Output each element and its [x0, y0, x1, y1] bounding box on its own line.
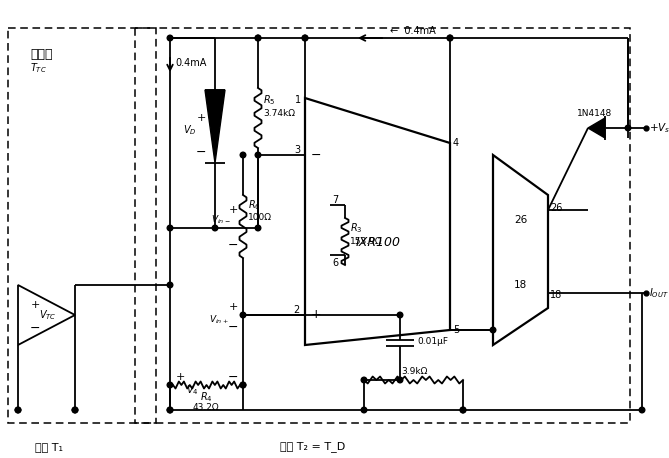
Text: ←  0.4mA: ← 0.4mA	[390, 26, 436, 36]
Text: $R_5$: $R_5$	[263, 93, 276, 107]
Text: 153.9Ω: 153.9Ω	[350, 238, 383, 246]
Text: 7: 7	[332, 195, 339, 205]
Circle shape	[255, 225, 261, 231]
Text: $T_{TC}$: $T_{TC}$	[30, 61, 47, 75]
Text: $V_{TC}$: $V_{TC}$	[39, 308, 57, 322]
Text: IXR100: IXR100	[355, 236, 401, 250]
Circle shape	[167, 282, 173, 288]
Text: +: +	[30, 300, 39, 310]
Text: +: +	[175, 372, 185, 382]
Circle shape	[447, 35, 453, 41]
Circle shape	[397, 377, 403, 383]
Circle shape	[302, 35, 308, 41]
Text: −: −	[227, 371, 238, 383]
Text: 温度 T₁: 温度 T₁	[35, 442, 63, 452]
Circle shape	[167, 225, 173, 231]
Text: +: +	[229, 205, 238, 215]
Circle shape	[15, 407, 21, 413]
Text: $V_4$: $V_4$	[186, 383, 198, 397]
Polygon shape	[588, 118, 605, 138]
Circle shape	[255, 35, 261, 41]
Circle shape	[167, 382, 173, 388]
Text: 温度 T₂ = T_D: 温度 T₂ = T_D	[280, 442, 345, 453]
Text: −: −	[227, 239, 238, 251]
Text: 4: 4	[453, 138, 459, 148]
Circle shape	[460, 407, 466, 413]
Circle shape	[447, 35, 453, 41]
Text: 5: 5	[453, 325, 459, 335]
Text: 0.4mA: 0.4mA	[175, 58, 206, 68]
Text: 2: 2	[294, 305, 300, 315]
Text: −: −	[311, 148, 322, 162]
Text: 3.74kΩ: 3.74kΩ	[263, 109, 295, 118]
Circle shape	[240, 382, 246, 388]
Circle shape	[639, 407, 645, 413]
Text: 1N4148: 1N4148	[577, 109, 613, 119]
Text: +: +	[196, 113, 205, 123]
Text: $R_4$: $R_4$	[199, 390, 212, 404]
Text: +: +	[229, 302, 238, 312]
Text: 100Ω: 100Ω	[248, 213, 272, 223]
Circle shape	[397, 312, 403, 318]
Text: 0.01μF: 0.01μF	[417, 338, 448, 347]
Bar	[8, 28, 156, 423]
Bar	[135, 28, 630, 423]
Text: −: −	[196, 146, 206, 158]
Text: 26: 26	[550, 203, 563, 213]
Text: $R_6$: $R_6$	[248, 198, 261, 212]
Text: 43.2Ω: 43.2Ω	[193, 403, 219, 411]
Text: −: −	[227, 321, 238, 333]
Circle shape	[72, 407, 78, 413]
Circle shape	[626, 125, 631, 131]
Text: 1: 1	[295, 95, 301, 105]
Circle shape	[255, 152, 261, 158]
Circle shape	[361, 377, 367, 383]
Circle shape	[302, 35, 308, 41]
Text: 3.9kΩ: 3.9kΩ	[401, 366, 427, 376]
Text: 18: 18	[514, 280, 527, 290]
Circle shape	[240, 382, 246, 388]
Circle shape	[15, 407, 21, 413]
Text: 3: 3	[294, 145, 300, 155]
Circle shape	[212, 225, 218, 231]
Circle shape	[167, 407, 173, 413]
Text: 热电偶: 热电偶	[30, 49, 52, 61]
Circle shape	[72, 407, 78, 413]
Circle shape	[167, 35, 173, 41]
Text: +: +	[311, 309, 322, 322]
Text: $R_3$: $R_3$	[350, 221, 363, 235]
Text: 6: 6	[332, 258, 338, 268]
Circle shape	[240, 312, 246, 318]
Text: 26: 26	[514, 215, 527, 225]
Text: $V_{in-}$: $V_{in-}$	[211, 214, 231, 226]
Polygon shape	[205, 90, 225, 163]
Text: $V_D$: $V_D$	[183, 123, 197, 137]
Text: $+V_s$: $+V_s$	[649, 121, 669, 135]
Circle shape	[255, 35, 261, 41]
Text: $V_{in+}$: $V_{in+}$	[209, 314, 229, 326]
Circle shape	[167, 407, 173, 413]
Circle shape	[240, 152, 246, 158]
Circle shape	[361, 407, 367, 413]
Circle shape	[460, 407, 466, 413]
Circle shape	[490, 327, 496, 333]
Text: $I_{OUT}$: $I_{OUT}$	[649, 286, 669, 300]
Text: 18: 18	[550, 290, 562, 300]
Text: −: −	[29, 322, 40, 334]
